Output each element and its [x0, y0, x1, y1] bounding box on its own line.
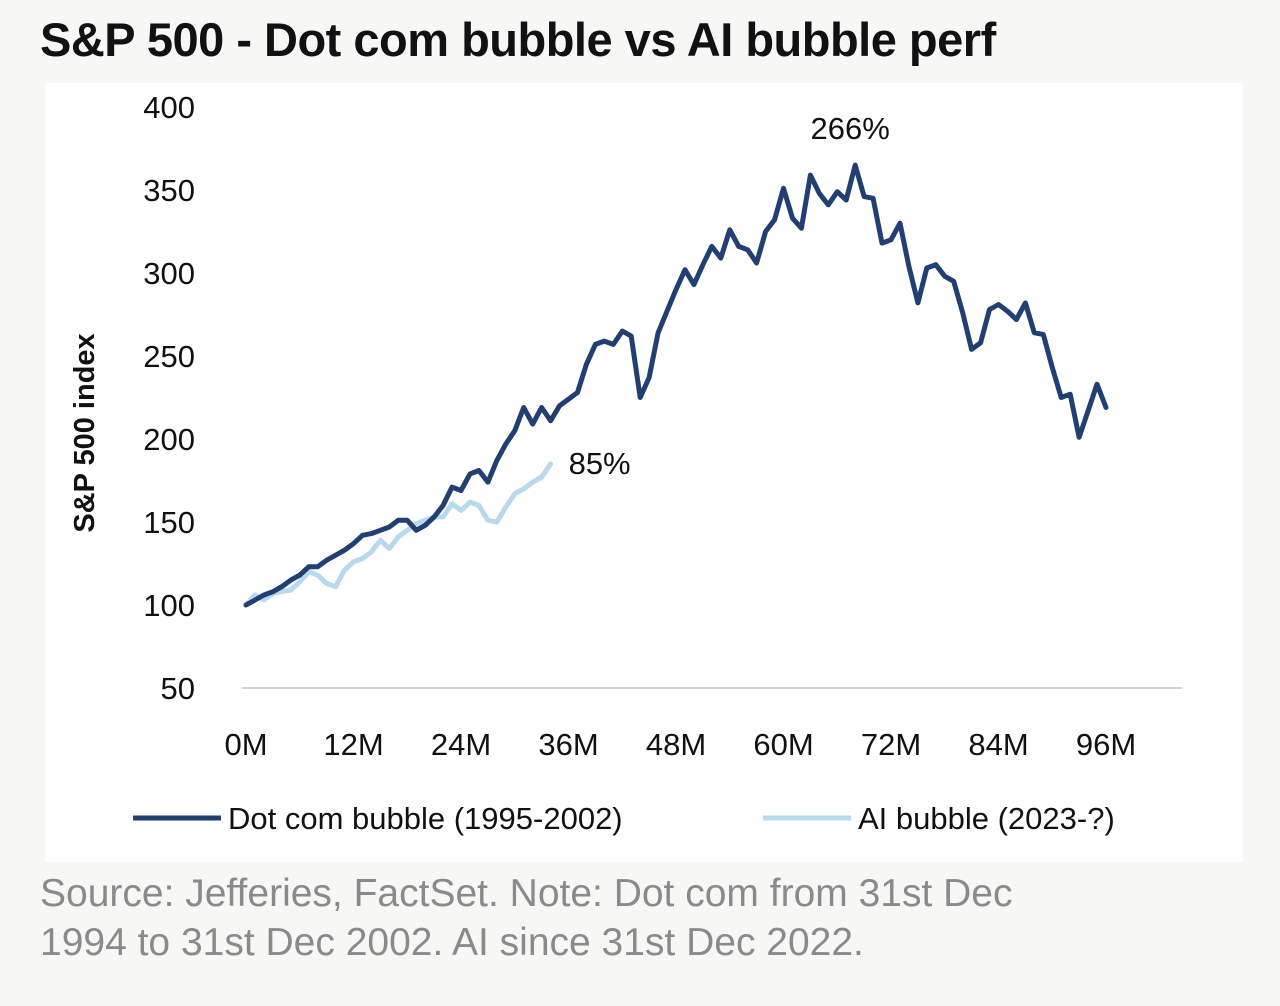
source-note-line-2: 1994 to 31st Dec 2002. AI since 31st Dec… [40, 921, 864, 964]
y-tick-label: 100 [143, 588, 195, 623]
peak-label: 266% [811, 111, 890, 146]
legend-label-ai: AI bubble (2023-?) [858, 801, 1115, 836]
y-axis-label: S&P 500 index [69, 333, 101, 532]
x-tick-label: 84M [968, 727, 1028, 762]
x-tick-label: 12M [323, 727, 383, 762]
x-tick-label: 72M [861, 727, 921, 762]
x-tick-label: 24M [431, 727, 491, 762]
x-tick-label: 36M [538, 727, 598, 762]
x-tick-label: 96M [1076, 727, 1136, 762]
ai-series-line [243, 461, 554, 608]
y-tick-label: 50 [161, 671, 195, 706]
y-tick-label: 400 [143, 90, 195, 125]
y-tick-label: 250 [143, 339, 195, 374]
y-tick-label: 350 [143, 173, 195, 208]
chart-panel: 50 100 150 200 250 300 350 400 0M 12M 24M 36M 48M 60M… [45, 83, 1243, 862]
x-tick-label: 48M [646, 727, 706, 762]
x-tick-label: 60M [753, 727, 813, 762]
dot-com-series-line [243, 162, 1109, 608]
source-note-line-1: Source: Jefferies, FactSet. Note: Dot co… [40, 872, 1013, 915]
line-chart: 50 100 150 200 250 300 350 400 0M 12M 24M 36M 48M 60M… [69, 90, 1182, 836]
chart-title: S&P 500 - Dot com bubble vs AI bubble pe… [40, 13, 996, 66]
ai-end-label: 85% [569, 446, 631, 481]
y-tick-label: 200 [143, 422, 195, 457]
legend-label-dot-com: Dot com bubble (1995-2002) [228, 801, 623, 836]
x-tick-label: 0M [224, 727, 267, 762]
y-tick-label: 150 [143, 505, 195, 540]
y-tick-label: 300 [143, 256, 195, 291]
